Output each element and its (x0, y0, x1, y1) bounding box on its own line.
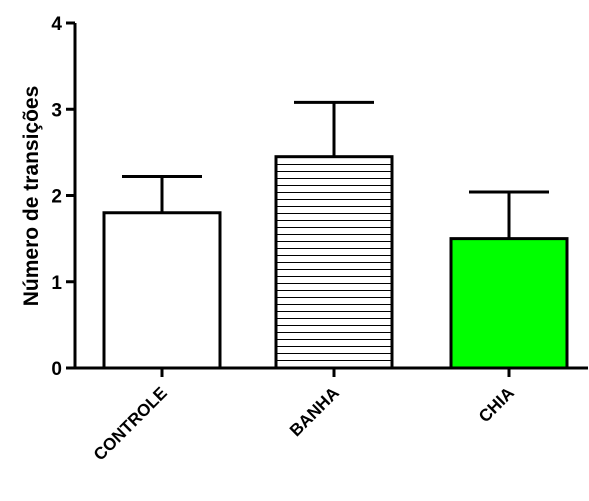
y-tick-label-3: 3 (51, 100, 62, 121)
bars-layer (102, 155, 569, 370)
y-tick-label-1: 1 (51, 273, 62, 294)
y-tick-label-0: 0 (51, 359, 62, 380)
x-tick-label-controle: CONTROLE (90, 383, 171, 464)
bar-banha (274, 155, 394, 370)
x-tick-label-banha: BANHA (286, 383, 343, 440)
x-tick-label-chia: CHIA (475, 383, 518, 426)
y-tick-label-4: 4 (51, 14, 62, 35)
axes-layer (66, 21, 588, 377)
error-bars-layer (122, 100, 549, 239)
y-axis-title: Número de transições (20, 86, 43, 307)
bar-controle (102, 211, 222, 370)
bar-chia (449, 237, 569, 370)
y-tick-label-2: 2 (51, 187, 62, 208)
